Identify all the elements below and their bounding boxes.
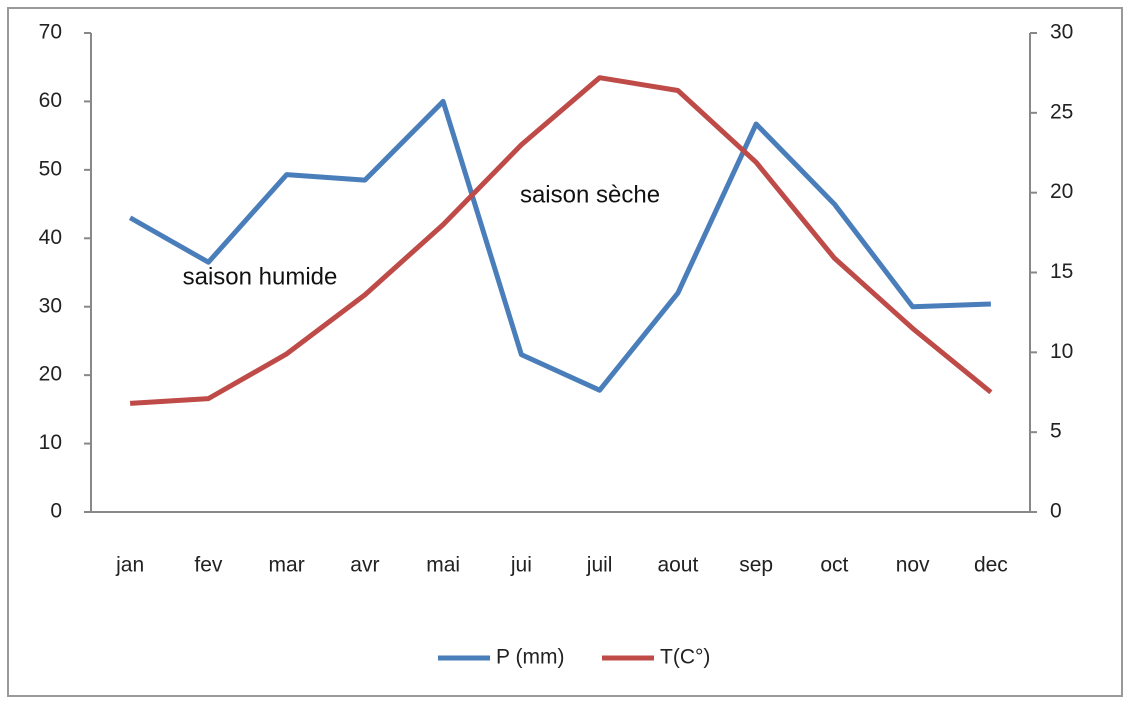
legend-label: P (mm) — [496, 646, 564, 669]
y2-tick-label: 30 — [1050, 21, 1073, 44]
line-series — [129, 75, 993, 406]
x-tick-label: mar — [269, 554, 305, 577]
x-tick-label: jan — [115, 554, 144, 577]
x-tick-label: oct — [820, 554, 848, 577]
y-tick-label: 30 — [39, 294, 62, 317]
y-tick-label: 70 — [39, 21, 62, 44]
legend-label: T(C°) — [660, 646, 710, 669]
y-tick-label: 10 — [39, 431, 62, 454]
x-tick-label: fev — [194, 554, 223, 577]
x-tick-label: dec — [974, 554, 1008, 577]
x-tick-label: aout — [657, 554, 698, 577]
y2-tick-label: 0 — [1050, 500, 1062, 523]
y-tick-label: 20 — [39, 363, 62, 386]
y-tick-label: 60 — [39, 89, 62, 112]
y2-tick-label: 5 — [1050, 420, 1062, 443]
x-tick-label: mai — [426, 554, 460, 577]
x-tick-label: jui — [510, 554, 532, 577]
x-tick-label: sep — [739, 554, 773, 577]
y2-tick-label: 20 — [1050, 180, 1073, 203]
y-tick-label: 40 — [39, 226, 62, 249]
y2-tick-label: 15 — [1050, 260, 1073, 283]
y-tick-label: 0 — [50, 500, 62, 523]
x-tick-label: nov — [896, 554, 930, 577]
y2-tick-label: 10 — [1050, 340, 1073, 363]
annotation: saison humide — [183, 263, 338, 290]
x-tick-label: juil — [586, 554, 613, 577]
y-tick-label: 50 — [39, 157, 62, 180]
annotation: saison sèche — [520, 181, 660, 208]
line-series — [128, 98, 991, 393]
chart-frame — [7, 7, 1123, 697]
x-tick-label: avr — [350, 554, 379, 577]
y2-tick-label: 25 — [1050, 100, 1073, 123]
